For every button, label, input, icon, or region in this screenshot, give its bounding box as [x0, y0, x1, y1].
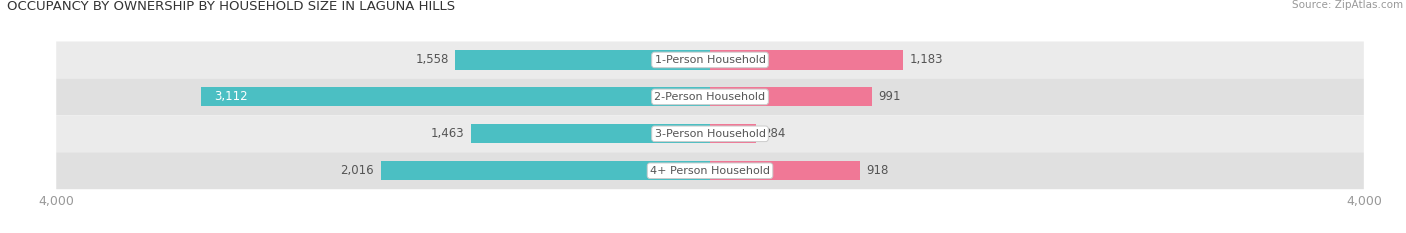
Text: 3-Person Household: 3-Person Household	[655, 129, 765, 139]
Text: 991: 991	[879, 90, 901, 103]
Text: 2-Person Household: 2-Person Household	[654, 92, 766, 102]
FancyBboxPatch shape	[56, 152, 1364, 189]
Text: OCCUPANCY BY OWNERSHIP BY HOUSEHOLD SIZE IN LAGUNA HILLS: OCCUPANCY BY OWNERSHIP BY HOUSEHOLD SIZE…	[7, 0, 456, 13]
FancyBboxPatch shape	[56, 78, 1364, 115]
Text: 284: 284	[763, 127, 786, 140]
Bar	[471, 124, 710, 143]
Text: 918: 918	[866, 164, 889, 177]
Text: 3,112: 3,112	[215, 90, 247, 103]
Text: 1,463: 1,463	[430, 127, 464, 140]
Bar	[710, 161, 860, 180]
Bar	[710, 87, 872, 106]
Text: 1-Person Household: 1-Person Household	[655, 55, 765, 65]
Bar	[456, 50, 710, 69]
Bar	[710, 50, 904, 69]
Bar	[710, 124, 756, 143]
Text: Source: ZipAtlas.com: Source: ZipAtlas.com	[1292, 0, 1403, 10]
Bar	[381, 161, 710, 180]
FancyBboxPatch shape	[56, 115, 1364, 152]
Text: 1,558: 1,558	[415, 53, 449, 66]
Text: 2,016: 2,016	[340, 164, 374, 177]
Text: 1,183: 1,183	[910, 53, 943, 66]
Text: 4+ Person Household: 4+ Person Household	[650, 166, 770, 176]
FancyBboxPatch shape	[56, 41, 1364, 78]
Bar	[201, 87, 710, 106]
